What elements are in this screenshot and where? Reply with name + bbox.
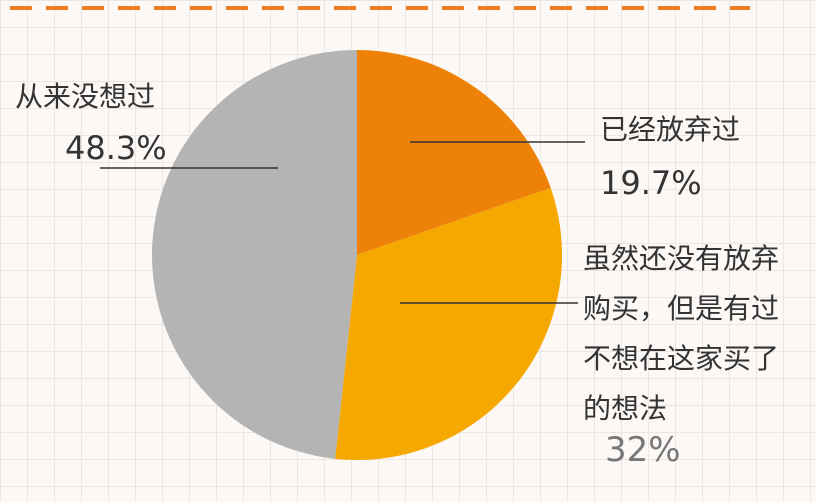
pie-slice	[335, 187, 562, 461]
pie-slice	[357, 50, 551, 255]
slice-label: 从来没想过	[15, 80, 156, 113]
value-label: 32%	[605, 430, 681, 470]
value-label: 19.7%	[600, 164, 702, 202]
slice-label: 虽然还没有放弃购买，但是有过不想在这家买了的想法	[583, 242, 780, 425]
value-label: 48.3%	[65, 129, 167, 167]
pie-slice	[151, 50, 357, 459]
slice-label: 已经放弃过	[600, 113, 741, 146]
